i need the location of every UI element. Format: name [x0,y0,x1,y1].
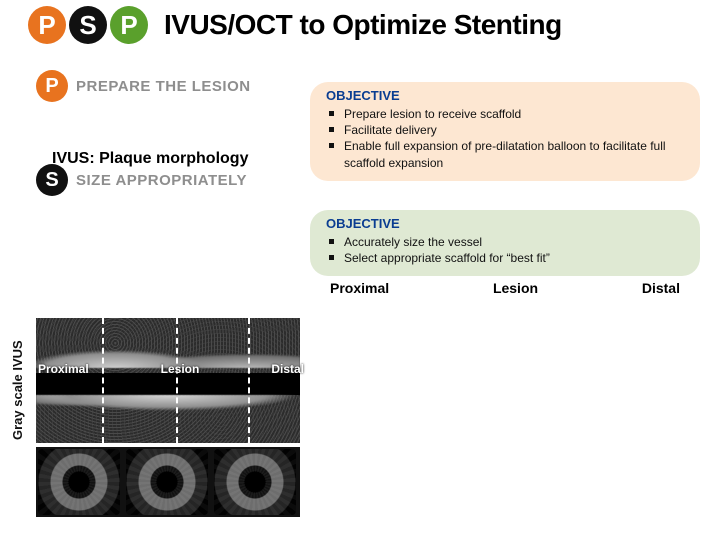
ivus-region: Gray scale IVUS Proximal Lesion Distal [26,282,308,522]
prepare-subtitle: IVUS: Plaque morphology [52,150,248,168]
list-item: Select appropriate scaffold for “best fi… [326,250,684,266]
lower-labels-row: Proximal Lesion Distal [330,280,710,296]
objective-prepare-title: OBJECTIVE [326,88,684,103]
lower-label-lesion: Lesion [493,280,538,296]
objective-prepare-list: Prepare lesion to receive scaffold Facil… [326,106,684,171]
ivus-wall-bottom [36,395,300,435]
size-letter-icon: S [36,164,68,196]
header: P S P IVUS/OCT to Optimize Stenting [0,0,720,46]
size-label: SIZE APPROPRIATELY [76,172,247,189]
ivus-cross-1 [38,449,120,515]
ivus-long-labels: Proximal Lesion Distal [38,322,304,376]
ivus-label-proximal: Proximal [38,322,89,376]
circle-s-icon: S [69,6,107,44]
ivus-cross-3 [214,449,296,515]
prepare-label: PREPARE THE LESION [76,78,251,95]
page-title: IVUS/OCT to Optimize Stenting [164,9,562,41]
list-item: Prepare lesion to receive scaffold [326,106,684,122]
psp-circles: P S P [28,6,148,44]
circle-p1-icon: P [28,6,66,44]
lower-label-proximal: Proximal [330,280,389,296]
ivus-label-distal: Distal [271,322,304,376]
ivus-y-axis-label: Gray scale IVUS [10,340,25,440]
objective-size-title: OBJECTIVE [326,216,684,231]
circle-p2-icon: P [110,6,148,44]
objective-prepare-box: OBJECTIVE Prepare lesion to receive scaf… [310,82,700,181]
title-em: Stenting [454,9,562,40]
objective-size-box: OBJECTIVE Accurately size the vessel Sel… [310,210,700,276]
list-item: Accurately size the vessel [326,234,684,250]
prepare-letter-icon: P [36,70,68,102]
title-main: IVUS/OCT to Optimize [164,9,454,40]
ivus-cross-sections [36,447,300,517]
list-item: Enable full expansion of pre-dilatation … [326,138,684,170]
ivus-cross-2 [126,449,208,515]
list-item: Facilitate delivery [326,122,684,138]
lower-label-distal: Distal [642,280,680,296]
objective-size-list: Accurately size the vessel Select approp… [326,234,684,266]
ivus-label-lesion: Lesion [161,322,200,376]
